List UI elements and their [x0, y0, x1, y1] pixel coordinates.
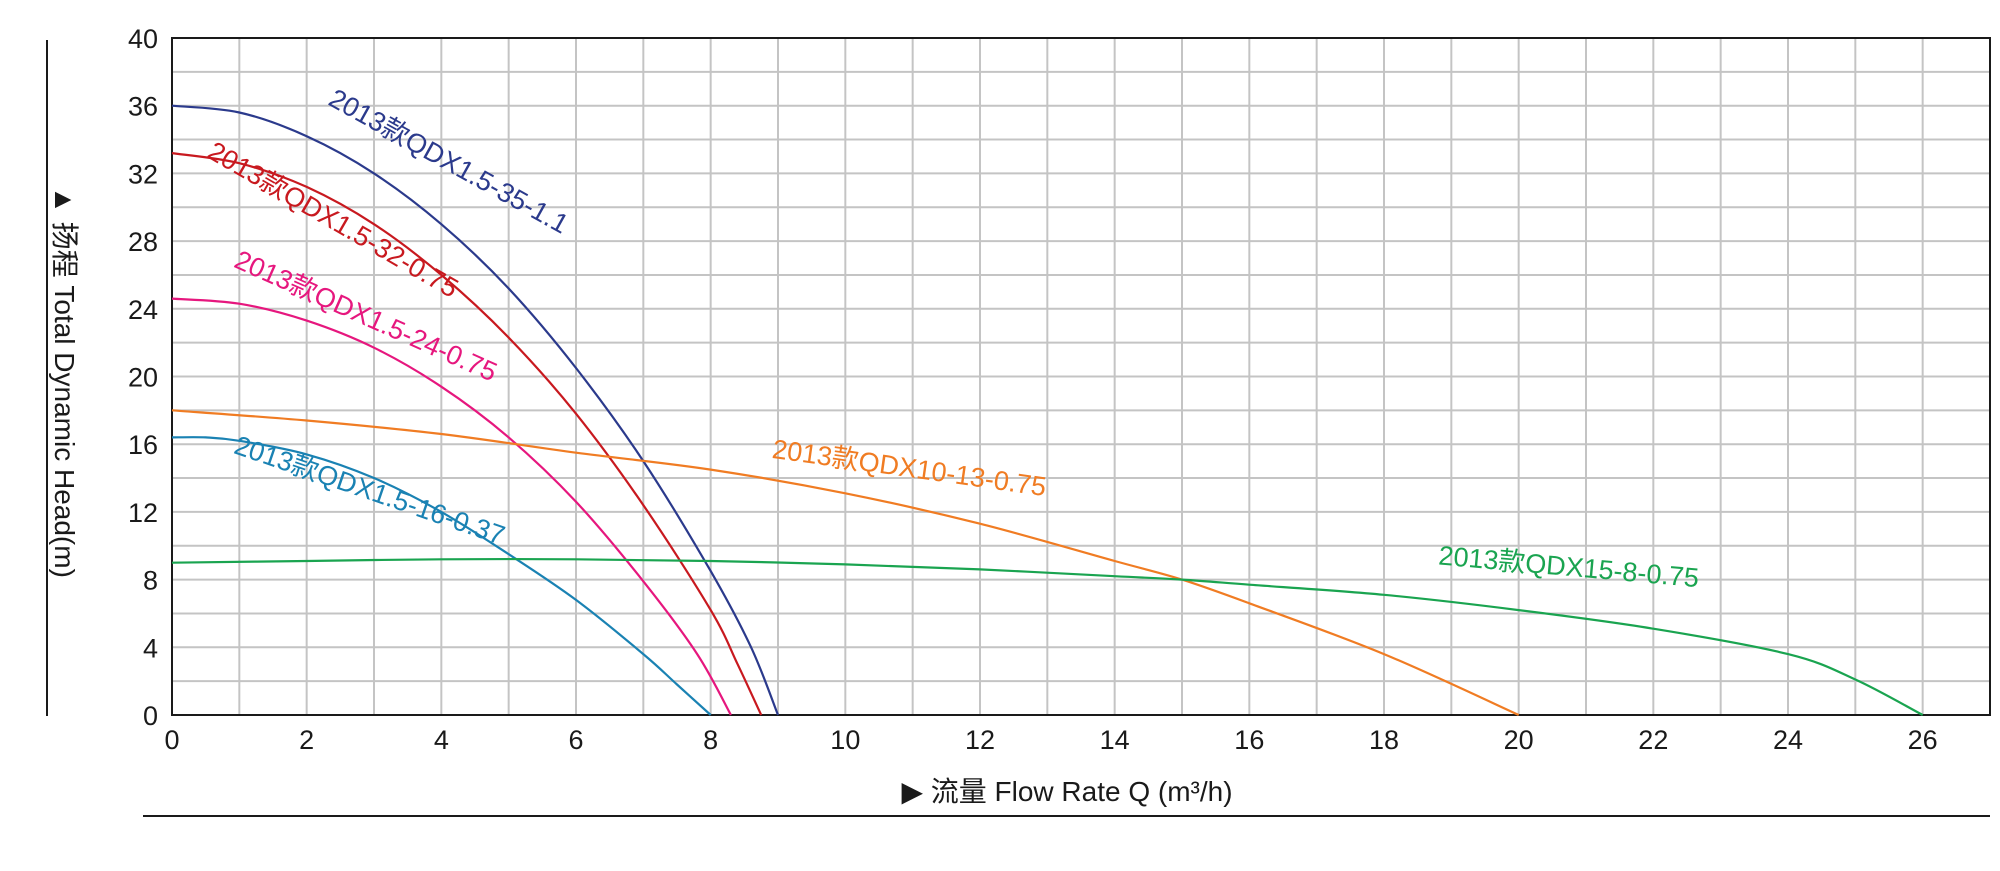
series-label-5: 2013款QDX15-8-0.75 — [1437, 540, 1700, 593]
x-tick-label: 12 — [965, 725, 995, 755]
x-tick-label: 16 — [1234, 725, 1264, 755]
series-line-1 — [171, 152, 763, 716]
y-axis-title: ▲ 扬程 Total Dynamic Head(m) — [49, 186, 80, 578]
plot-frame — [171, 37, 1991, 716]
y-tick-label: 16 — [128, 430, 158, 460]
grid-lines — [172, 38, 1990, 715]
series-line-5 — [171, 557, 1924, 716]
x-tick-label: 20 — [1504, 725, 1534, 755]
y-tick-label: 4 — [143, 633, 158, 663]
y-tick-label: 36 — [128, 92, 158, 122]
series-label-2: 2013款QDX1.5-24-0.75 — [230, 245, 501, 388]
y-tick-labels: 0 4 8 12 16 20 24 28 32 36 40 — [128, 24, 158, 731]
x-tick-label: 10 — [830, 725, 860, 755]
x-axis-title: ▶ 流量 Flow Rate Q (m³/h) — [901, 776, 1232, 807]
y-tick-label: 0 — [143, 701, 158, 731]
y-tick-label: 24 — [128, 295, 158, 325]
y-tick-label: 32 — [128, 159, 158, 189]
series-label-3: 2013款QDX1.5-16-0.37 — [231, 430, 509, 551]
series-line-4 — [171, 409, 1520, 717]
series-line-2 — [171, 297, 732, 716]
y-tick-label: 40 — [128, 24, 158, 54]
x-tick-label: 18 — [1369, 725, 1399, 755]
x-tick-label: 14 — [1100, 725, 1130, 755]
y-tick-label: 20 — [128, 363, 158, 393]
x-tick-label: 4 — [434, 725, 449, 755]
x-tick-label: 26 — [1908, 725, 1938, 755]
y-tick-label: 12 — [128, 498, 158, 528]
x-tick-label: 22 — [1638, 725, 1668, 755]
x-tick-label: 8 — [703, 725, 718, 755]
x-tick-label: 6 — [568, 725, 583, 755]
x-tick-labels: 0 2 4 6 8 10 12 14 16 18 20 22 24 26 — [164, 725, 1937, 755]
series-lines — [171, 104, 1924, 717]
x-tick-label: 0 — [164, 725, 179, 755]
series-line-3 — [171, 436, 712, 716]
series-line-0 — [171, 104, 780, 716]
x-tick-label: 2 — [299, 725, 314, 755]
y-tick-label: 28 — [128, 227, 158, 257]
y-tick-label: 8 — [143, 566, 158, 596]
x-tick-label: 24 — [1773, 725, 1803, 755]
